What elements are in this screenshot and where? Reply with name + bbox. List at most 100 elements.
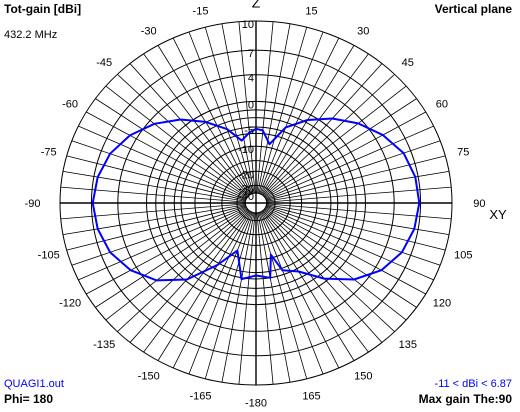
phi-label: Phi= 180 xyxy=(4,392,54,406)
grid-spoke xyxy=(265,140,441,200)
angle-tick-label: -120 xyxy=(59,298,81,310)
radial-tick-label: -10 xyxy=(238,144,254,156)
angle-tick-label: -180 xyxy=(245,397,267,409)
angle-tick-label: 45 xyxy=(402,57,414,69)
grid-spoke xyxy=(62,204,246,235)
angle-tick-label: 30 xyxy=(357,25,369,37)
chart-title: Tot-gain [dBi] xyxy=(4,2,82,16)
pattern-layer xyxy=(91,117,421,282)
radial-tick-labels: 10 7 4 0 -5 -10 -20 -30-40 xyxy=(238,19,254,203)
grid-spoke xyxy=(221,23,255,194)
axis-label-z: Z xyxy=(252,0,261,11)
angle-tick-label: -165 xyxy=(189,391,211,403)
grid-spoke xyxy=(265,207,426,295)
grid-spoke xyxy=(172,37,252,195)
grid-spoke xyxy=(266,203,452,220)
grid-spoke xyxy=(95,208,248,308)
frequency-label: 432.2 MHz xyxy=(4,29,58,41)
gain-pattern-line xyxy=(91,117,421,282)
grid-spoke xyxy=(266,204,450,235)
max-gain-label: Max gain The:90 xyxy=(418,392,512,406)
angle-tick-label: -15 xyxy=(193,6,209,18)
grid-spoke xyxy=(221,212,255,383)
angle-tick-label: 135 xyxy=(399,339,417,351)
grid-spoke xyxy=(157,211,252,361)
grid-spoke xyxy=(261,210,369,353)
grid-spoke xyxy=(66,155,246,201)
grid-spoke xyxy=(260,211,355,361)
radial-tick-label: 7 xyxy=(248,48,254,60)
grid-spoke xyxy=(238,212,256,385)
grid-spoke xyxy=(262,63,383,196)
grid-spoke xyxy=(204,27,254,194)
grid-spoke xyxy=(259,31,324,194)
grid-spokes xyxy=(60,21,452,385)
grid-spoke xyxy=(117,74,249,197)
angle-tick-label: 150 xyxy=(354,371,372,383)
grid-spoke xyxy=(264,98,417,198)
grid-spoke xyxy=(257,23,291,194)
grid-spoke xyxy=(265,206,434,281)
grid-spoke xyxy=(256,212,274,385)
grid-spoke xyxy=(71,206,247,266)
grid-spoke xyxy=(256,21,274,194)
grid-spoke xyxy=(266,155,446,201)
grid-spoke xyxy=(204,212,254,379)
angle-tick-label: 75 xyxy=(457,146,469,158)
angle-tick-labels: Z153045607590105120135150165-180-165-150… xyxy=(25,0,486,409)
grid-spoke xyxy=(86,111,247,199)
grid-spoke xyxy=(129,210,250,343)
grid-spoke xyxy=(265,206,441,266)
radial-tick-label: 10 xyxy=(242,19,254,31)
grid-spoke xyxy=(266,171,450,202)
angle-tick-label: 165 xyxy=(302,391,320,403)
angle-tick-label: 120 xyxy=(433,298,451,310)
grid-spoke xyxy=(262,210,383,343)
grid-spoke xyxy=(66,205,246,251)
grid-spoke xyxy=(263,209,407,321)
angle-tick-label: -90 xyxy=(25,198,41,210)
grid-spoke xyxy=(105,209,249,321)
grid-spoke xyxy=(143,53,251,196)
grid-spoke xyxy=(188,31,253,194)
radial-tick-label: -20 xyxy=(238,169,254,181)
angle-tick-label: -30 xyxy=(141,25,157,37)
grid-spoke xyxy=(263,209,395,332)
grid-spoke xyxy=(71,140,247,200)
grid-spoke xyxy=(60,203,246,220)
grid-spoke xyxy=(260,211,340,369)
angle-tick-label: -105 xyxy=(38,250,60,262)
angle-tick-label: -75 xyxy=(41,146,57,158)
radial-tick-label: -5 xyxy=(244,125,254,137)
radial-tick-label: -30 xyxy=(238,183,254,195)
angle-tick-label: 105 xyxy=(454,250,472,262)
gain-range-label: -11 < dBi < 6.87 xyxy=(434,378,512,390)
axis-label-xy: XY xyxy=(489,207,507,222)
radial-tick-label: -40 xyxy=(238,191,254,203)
grid-spoke xyxy=(60,186,246,203)
grid-spoke xyxy=(78,206,247,281)
grid-spoke xyxy=(62,171,246,202)
grid-spoke xyxy=(117,209,249,332)
file-name-label: QUAGI1.out xyxy=(4,378,64,390)
grid-spoke xyxy=(157,45,252,195)
grid-spoke xyxy=(266,205,446,251)
grid-spoke xyxy=(261,53,369,196)
grid-spoke xyxy=(260,37,340,195)
angle-tick-label: 15 xyxy=(305,6,317,18)
angle-tick-label: 90 xyxy=(473,198,485,210)
angle-tick-label: -60 xyxy=(62,98,78,110)
angle-tick-label: -150 xyxy=(138,371,160,383)
grid-spoke xyxy=(258,27,308,194)
grid-spoke xyxy=(172,211,252,369)
grid-spoke xyxy=(143,210,251,353)
grid-spoke xyxy=(265,125,434,200)
grid-spoke xyxy=(263,74,395,197)
plane-label: Vertical plane xyxy=(434,2,512,16)
grid-spoke xyxy=(266,186,452,203)
grid-spoke xyxy=(86,207,247,295)
angle-tick-label: -135 xyxy=(93,339,115,351)
grid-spoke xyxy=(238,21,256,194)
grid-spoke xyxy=(188,212,253,375)
grid-spoke xyxy=(263,85,407,197)
